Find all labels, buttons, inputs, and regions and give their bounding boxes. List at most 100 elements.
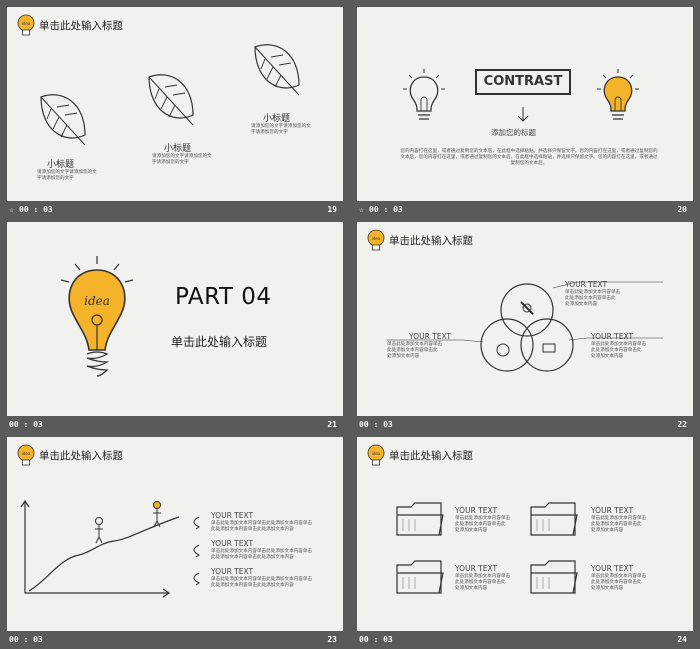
- paperclip-icon: [520, 301, 534, 315]
- bulb-word: idea: [84, 294, 110, 308]
- block-text: 单击此处添加文本内容单击此处添加文本内容单击 此处添加文本内容单击此处添加文本内…: [211, 577, 312, 589]
- desc-line: 字请添加您的文字: [251, 130, 288, 135]
- slide-number: 23: [327, 635, 337, 644]
- lightbulb-icon: idea: [367, 444, 385, 466]
- text-line: 此处添加文本内容单击此: [565, 296, 616, 301]
- bracket-arrow-icon: [193, 544, 200, 558]
- slide-number: 21: [327, 420, 337, 429]
- venn-text: 单击此处添加文本内容单击 此处添加文本内容单击此 处添加文本内容: [387, 342, 442, 360]
- part-heading: PART 04: [175, 284, 272, 310]
- slide-canvas[interactable]: idea 单击此处输入标题 YOUR TEXT 单击此处添加文本内容单击此处添加…: [7, 437, 343, 631]
- slide-24[interactable]: idea 单击此处输入标题 YOUR TEXT 单击此处添加文本内容单击 此处添…: [357, 437, 693, 649]
- block-text: 单击此处添加文本内容单击此处添加文本内容单击 此处添加文本内容单击此处添加文本内…: [211, 521, 312, 533]
- lightbulb-icon: idea: [60, 256, 134, 377]
- slide-time: 00 : 03: [369, 205, 403, 214]
- text-line: 此处添加文本内容单击此: [591, 522, 642, 527]
- item-label: 小标题: [47, 160, 75, 170]
- slide-number: 19: [327, 205, 337, 214]
- slide-canvas[interactable]: CONTRAST 添加您的标题 您的内容打在这里，或者通过复制您的文本后，在此框…: [357, 7, 693, 201]
- slide-time: 00 : 03: [19, 205, 53, 214]
- text-line: 单击此处添加文本内容单击: [591, 516, 647, 521]
- folder-text: 单击此处添加文本内容单击 此处添加文本内容单击此 处添加文本内容: [455, 516, 510, 534]
- slide-canvas[interactable]: idea 单击此处输入标题 YOUR TEXT 单击此处添加文本内容单击 此处添…: [357, 222, 693, 416]
- folder-text: 单击此处添加文本内容单击 此处添加文本内容单击此 处添加文本内容: [455, 574, 510, 592]
- folder-icon: [396, 560, 444, 594]
- text-line: 单击此处添加文本内容单击: [591, 342, 647, 347]
- slide-19[interactable]: idea 单击此处输入标题 小标题 请添加您的文字请添加您的文 字请添加您的文字…: [7, 7, 343, 219]
- text-line: 单击此处添加文本内容单击此处添加文本内容单击: [211, 577, 313, 582]
- text-line: 处添加文本内容: [455, 528, 488, 533]
- item-label: 小标题: [164, 144, 192, 154]
- svg-text:idea: idea: [372, 236, 381, 241]
- slide-canvas[interactable]: idea PART 04 单击此处输入标题: [7, 222, 343, 416]
- text-line: 单击此处添加文本内容单击: [387, 342, 443, 347]
- desc-line: 请添加您的文字请添加您的文: [251, 124, 311, 129]
- slide-status-bar: ☆ 00 : 03 20: [357, 201, 693, 219]
- text-line: 单击此处添加文本内容单击: [565, 290, 621, 295]
- text-line: 处添加文本内容: [591, 586, 624, 591]
- slide-status-bar: 00 : 03 21: [7, 416, 343, 434]
- folder-text: 单击此处添加文本内容单击 此处添加文本内容单击此 处添加文本内容: [591, 574, 646, 592]
- text-line: 处添加文本内容: [591, 354, 624, 359]
- svg-text:idea: idea: [22, 21, 31, 26]
- text-line: 此处添加文本内容单击此: [591, 580, 642, 585]
- slide-title: 单击此处输入标题: [389, 235, 473, 247]
- star-icon: ☆: [9, 205, 14, 214]
- slide-title: 单击此处输入标题: [389, 450, 473, 462]
- text-line: 此处添加文本内容单击此: [591, 348, 642, 353]
- lightbulb-icon: [597, 69, 639, 120]
- item-desc: 请添加您的文字请添加您的文 字请添加您的文字: [37, 170, 97, 182]
- slide-time: 00 : 03: [359, 635, 393, 644]
- slide-status-bar: 00 : 03 24: [357, 631, 693, 649]
- venn-diagram: [387, 281, 663, 372]
- apple-icon: [496, 343, 510, 357]
- folder-heading: YOUR TEXT: [455, 564, 498, 573]
- folder-heading: YOUR TEXT: [591, 506, 634, 515]
- text-line: 此处添加文本内容单击此处添加文本内容: [211, 583, 294, 588]
- desc-line: 字请添加您的文字: [37, 176, 74, 181]
- slide-title: 单击此处输入标题: [39, 450, 123, 462]
- slide-23[interactable]: idea 单击此处输入标题 YOUR TEXT 单击此处添加文本内容单击此处添加…: [7, 437, 343, 649]
- venn-text: 单击此处添加文本内容单击 此处添加文本内容单击此 处添加文本内容: [591, 342, 646, 360]
- text-line: 此处添加文本内容单击此: [455, 580, 506, 585]
- body-line: 文本后，您的内容打在这里，或者通过复制您的文本后，在此框中选择粘贴，并选择只保留…: [400, 155, 658, 160]
- part-title: 单击此处输入标题: [171, 335, 268, 349]
- slide-22[interactable]: idea 单击此处输入标题 YOUR TEXT 单击此处添加文本内容单击 此处添…: [357, 222, 693, 434]
- lightbulb-icon: idea: [17, 14, 35, 36]
- text-line: 处添加文本内容: [455, 586, 488, 591]
- slide-time: 00 : 03: [359, 420, 393, 429]
- text-line: 处添加文本内容: [387, 354, 420, 359]
- arrow-down-icon: [517, 107, 529, 122]
- text-line: 此处添加文本内容单击此处添加文本内容: [211, 527, 294, 532]
- slide-canvas[interactable]: idea 单击此处输入标题 小标题 请添加您的文字请添加您的文 字请添加您的文字…: [7, 7, 343, 201]
- item-label: 小标题: [263, 114, 291, 124]
- contrast-label: CONTRAST: [483, 74, 563, 89]
- text-line: 处添加文本内容: [591, 528, 624, 533]
- body-text: 您的内容打在这里，或者通过复制您的文本后，在此框中选择粘贴，并选择只保留文字。您…: [391, 149, 667, 167]
- slide-title: 单击此处输入标题: [39, 20, 123, 32]
- slide-20[interactable]: CONTRAST 添加您的标题 您的内容打在这里，或者通过复制您的文本后，在此框…: [357, 7, 693, 219]
- slide-number: 24: [677, 635, 687, 644]
- slide-canvas[interactable]: idea 单击此处输入标题 YOUR TEXT 单击此处添加文本内容单击 此处添…: [357, 437, 693, 631]
- growth-chart-drawing: [20, 499, 180, 598]
- text-line: 此处添加文本内容单击此处添加文本内容: [211, 555, 294, 560]
- lightbulb-icon: idea: [367, 229, 385, 251]
- body-line: 复制您的文本后。: [510, 161, 548, 166]
- item-desc: 请添加您的文字请添加您的文 字请添加您的文字: [152, 154, 212, 166]
- folder-heading: YOUR TEXT: [455, 506, 498, 515]
- leaf-icon: [40, 94, 86, 146]
- leaf-icon: [148, 74, 194, 126]
- text-line: 单击此处添加文本内容单击: [455, 574, 511, 579]
- block-heading: YOUR TEXT: [211, 511, 254, 520]
- bracket-arrow-icon: [193, 572, 200, 586]
- folder-icon: [530, 502, 578, 536]
- slide-time: 00 : 03: [9, 635, 43, 644]
- block-heading: YOUR TEXT: [211, 539, 254, 548]
- lightbulb-icon: [403, 69, 445, 120]
- desc-line: 请添加您的文字请添加您的文: [37, 170, 97, 175]
- leaf-icon: [254, 44, 300, 96]
- svg-text:idea: idea: [372, 451, 381, 456]
- text-line: 此处添加文本内容单击此: [387, 348, 438, 353]
- slide-21[interactable]: idea PART 04 单击此处输入标题 00 : 03 21: [7, 222, 343, 434]
- desc-line: 字请添加您的文字: [152, 160, 189, 165]
